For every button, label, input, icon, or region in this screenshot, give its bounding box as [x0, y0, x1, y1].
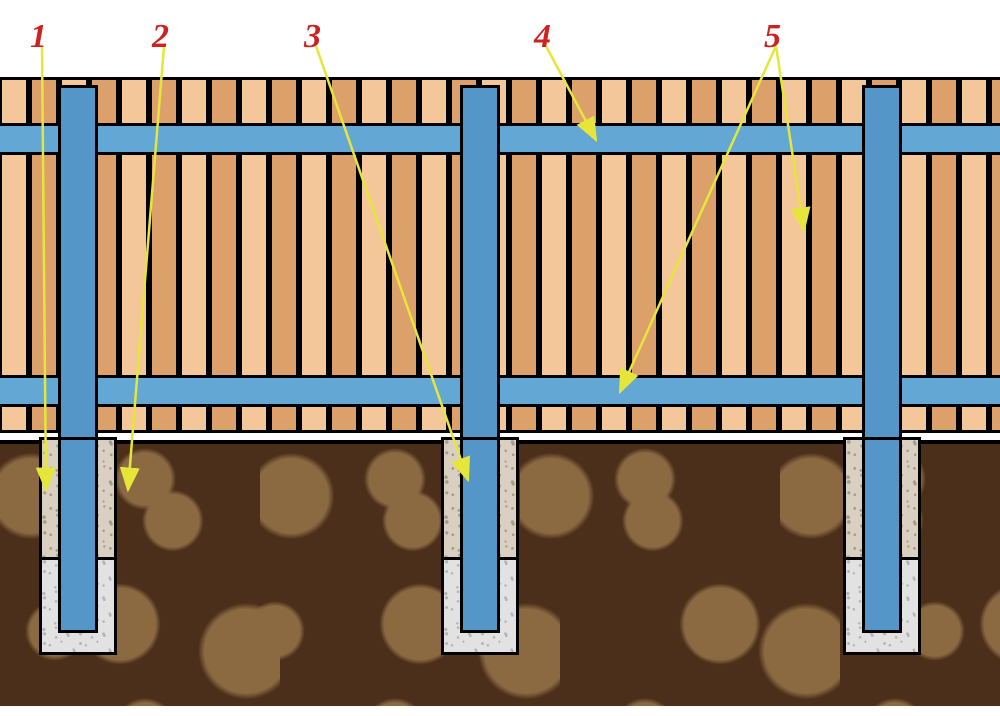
callout-label-4: 4 [534, 18, 551, 56]
callout-label-2: 2 [152, 18, 169, 56]
callout-label-3: 3 [304, 18, 321, 56]
callout-label-5: 5 [764, 18, 781, 56]
callout-labels: 1 2 3 4 5 [0, 0, 1000, 716]
callout-label-1: 1 [30, 18, 47, 56]
